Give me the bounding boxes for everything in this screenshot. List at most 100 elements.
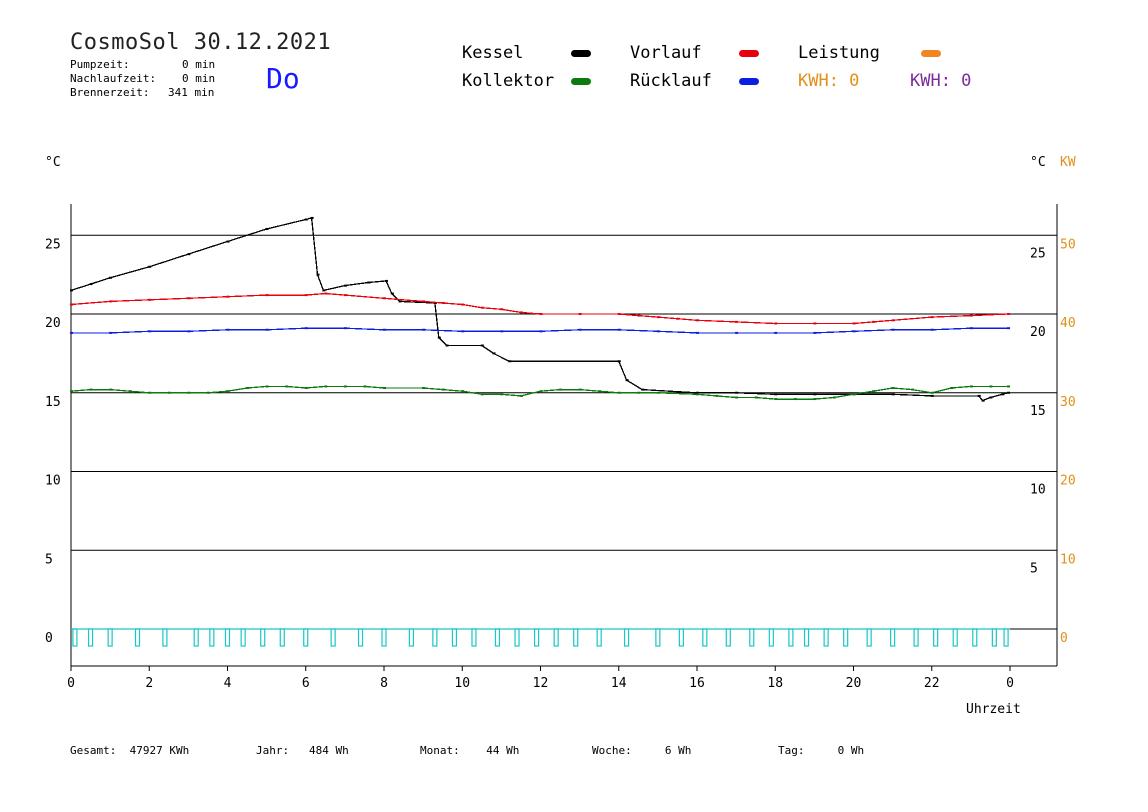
x-tick-label-11: 22 <box>924 676 940 691</box>
series-rücklauf-point-3 <box>187 330 191 333</box>
leistung-pulse-5 <box>193 628 199 647</box>
leistung-pulse-6 <box>209 628 215 647</box>
series-kollektor-point-34 <box>774 398 778 401</box>
x-tick-label-2: 4 <box>224 676 232 691</box>
y-left-tick-label-0: 0 <box>45 631 53 646</box>
series-kollektor-point-8 <box>226 390 230 393</box>
series-kollektor-point-44 <box>969 385 973 388</box>
y-right-kw-tick-label-20: 20 <box>1060 474 1076 489</box>
series-vorlauf-point-3 <box>187 297 191 300</box>
y-right-kw-tick-label-0: 0 <box>1060 631 1068 646</box>
leistung-pulse-3 <box>134 628 141 647</box>
series-kessel-point-2 <box>109 276 113 279</box>
y-right-kw-tick-label-40: 40 <box>1060 316 1076 331</box>
leistung-pulse-23 <box>573 628 579 647</box>
series-kessel-point-33 <box>981 399 985 402</box>
series-vorlauf-point-5 <box>265 294 269 297</box>
leistung-pulse-4 <box>162 628 168 647</box>
series-rücklauf-point-7 <box>343 327 347 330</box>
x-tick-label-9: 18 <box>767 676 783 691</box>
footer-jahr: Jahr: 484 Wh <box>256 744 349 757</box>
series-kessel-point-23 <box>625 379 629 382</box>
leistung-pulse-36 <box>866 628 872 647</box>
series-kessel-point-11 <box>343 284 347 287</box>
series-kollektor-point-28 <box>637 391 641 394</box>
leistung-pulse-18 <box>471 628 477 647</box>
x-tick-label-12: 0 <box>1006 676 1014 691</box>
series-kollektor-point-14 <box>343 385 347 388</box>
series-rücklauf-point-24 <box>1007 327 1011 330</box>
y-right-c-tick-label-15: 15 <box>1030 404 1046 419</box>
series-vorlauf-point-29 <box>930 316 934 319</box>
series-kessel-point-1 <box>89 283 93 286</box>
series-vorlauf-point-9 <box>383 297 386 300</box>
series-kessel-point-24 <box>641 388 645 391</box>
leistung-pulse-21 <box>533 628 540 647</box>
chart-title: CosmoSol 30.12.2021 <box>70 30 332 55</box>
series-rücklauf-point-8 <box>383 328 386 331</box>
series-kessel-point-6 <box>265 227 269 230</box>
series-vorlauf-point-10 <box>422 300 426 303</box>
series-kollektor-point-17 <box>422 387 426 390</box>
series-kessel-point-12 <box>367 281 371 284</box>
series-kessel-point-20 <box>492 352 496 355</box>
leistung-pulse-11 <box>303 628 309 647</box>
series-kollektor-point-0 <box>70 390 73 393</box>
series-vorlauf-point-4 <box>226 295 230 298</box>
series-vorlauf-point-14 <box>500 308 504 311</box>
series-kollektor-point-30 <box>696 393 699 396</box>
series-kessel-point-4 <box>187 253 191 256</box>
series-kollektor-point-20 <box>480 393 484 396</box>
leistung-pulse-7 <box>224 628 231 647</box>
series-kollektor-point-32 <box>735 396 739 399</box>
series-rücklauf-point-15 <box>656 330 660 333</box>
series-rücklauf-point-4 <box>226 328 230 331</box>
series-kessel-point-34 <box>989 396 993 399</box>
series-kessel-point-5 <box>226 240 230 243</box>
leistung-pulse-42 <box>991 628 997 647</box>
leistung-pulse-37 <box>890 628 896 647</box>
series-kollektor-point-5 <box>167 391 171 394</box>
series-kessel-point-36 <box>1007 391 1011 394</box>
stat-nachlaufzeit-label: Nachlaufzeit: <box>70 72 157 85</box>
series-kessel-point-32 <box>977 394 981 397</box>
footer-tag: Tag: 0 Wh <box>778 744 865 757</box>
series-kessel-point-15 <box>398 300 402 303</box>
y-axis-right-unit-c: °C <box>1030 155 1046 170</box>
series-rücklauf-point-1 <box>109 331 113 334</box>
series-kessel-point-0 <box>70 289 73 292</box>
leistung-pulse-26 <box>655 628 661 647</box>
series-rücklauf-point-21 <box>891 328 895 331</box>
x-tick-label-7: 14 <box>611 676 627 691</box>
leistung-pulse-10 <box>279 628 285 647</box>
series-vorlauf-point-24 <box>774 322 778 325</box>
series-kollektor-point-38 <box>852 393 856 396</box>
series-vorlauf-point-26 <box>852 322 856 325</box>
series-kessel-point-31 <box>930 394 934 397</box>
series-kessel-point-10 <box>322 289 326 292</box>
series-vorlauf-point-31 <box>1007 313 1011 315</box>
legend-leistung-swatch <box>921 50 941 57</box>
stat-brennerzeit-value: 341 min <box>168 86 215 99</box>
leistung-pulse-2 <box>107 628 113 647</box>
series-kollektor-point-37 <box>832 396 836 399</box>
leistung-pulse-43 <box>1003 628 1009 647</box>
series-vorlauf-line <box>70 292 1009 325</box>
legend-vorlauf-label: Vorlauf <box>630 43 702 63</box>
leistung-pulse-27 <box>678 628 684 647</box>
series-vorlauf-point-27 <box>872 320 876 323</box>
stat-pumpzeit-label: Pumpzeit: <box>70 58 130 71</box>
leistung-pulse-1 <box>87 628 94 647</box>
series-vorlauf-point-8 <box>343 294 347 297</box>
x-tick-label-0: 0 <box>67 676 75 691</box>
y-right-c-tick-label-25: 25 <box>1030 246 1046 261</box>
series-kessel-point-27 <box>774 393 778 396</box>
stat-pumpzeit-value: 0 min <box>182 58 216 71</box>
footer-woche: Woche: 6 Wh <box>592 744 692 757</box>
series-kollektor-point-26 <box>598 390 602 393</box>
series-rücklauf-point-18 <box>774 331 778 334</box>
series-vorlauf-point-19 <box>637 314 641 317</box>
footer-monat: Monat: 44 Wh <box>420 744 520 757</box>
legend-ruecklauf-label: Rücklauf <box>630 71 712 91</box>
